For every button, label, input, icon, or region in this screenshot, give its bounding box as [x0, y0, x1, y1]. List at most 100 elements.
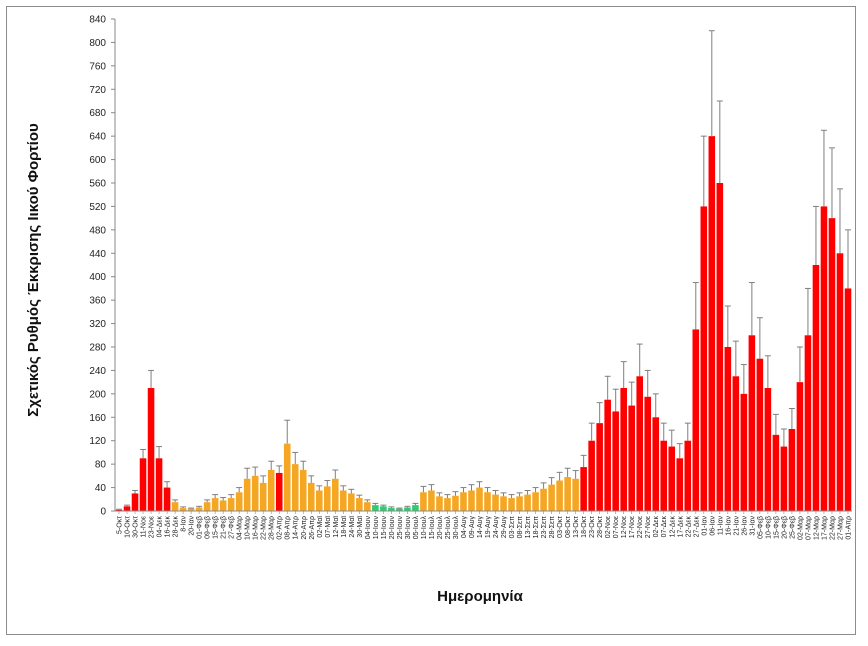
x-tick-label: 22-Νοε: [637, 516, 644, 538]
x-tick-label: 22-Μαρ: [261, 516, 268, 540]
y-axis: 0 40 80 120 160 200 240 280 320 360 400 440 480 520 56…: [89, 15, 116, 518]
bar: [756, 358, 764, 511]
bar: [476, 487, 483, 511]
x-tick-label: 08-Σεπ: [517, 516, 524, 539]
y-tick-label: 200: [89, 389, 106, 400]
x-tick-label: 17-Μαρ: [821, 516, 828, 540]
bar: [564, 477, 571, 511]
x-tick-label: 10-Ιουλ: [421, 516, 428, 540]
bar: [388, 508, 395, 511]
bar: [788, 429, 796, 511]
x-tick-label: 12-Δεκ: [669, 516, 676, 538]
bar: [660, 440, 668, 511]
y-tick-label: 400: [89, 272, 106, 283]
bar: [460, 492, 467, 511]
y-tick-label: 440: [89, 249, 106, 260]
x-tick-label: 21-Ιαν: [733, 516, 740, 536]
x-tick-label: 17-Νοε: [629, 516, 636, 538]
x-tick-label: 09-Αυγ: [469, 516, 476, 539]
y-tick-label: 600: [89, 155, 106, 166]
x-tick-label: 20-Ιουν: [389, 516, 396, 540]
bar: [628, 405, 635, 511]
bar: [412, 505, 419, 511]
x-tick-label: 02-Νοε: [605, 516, 612, 538]
bar: [123, 506, 131, 511]
x-axis: 5-Οκτ 10-Οκτ 30-Οκτ 11-Νοε 23-Νοε 04-Δεκ 16-Δε…: [115, 510, 852, 540]
bar: [275, 472, 283, 511]
x-tick-label: 23-Οκτ: [589, 516, 596, 538]
x-tick-label: 08-Οκτ: [565, 516, 572, 538]
x-tick-label: 30-Ιουν: [405, 516, 412, 540]
y-tick-label: 480: [89, 225, 106, 236]
bar: [796, 382, 804, 511]
bar: [684, 440, 692, 511]
x-tick-label: 16-Δεκ: [165, 516, 172, 538]
x-axis-title: Ημερομηνία: [437, 588, 523, 605]
bar: [556, 480, 563, 511]
x-tick-label: 04-Μαρ: [237, 516, 244, 540]
x-tick-label: 27-Δεκ: [693, 516, 700, 538]
bar: [668, 446, 676, 511]
x-tick-label: 25-Φεβ: [789, 516, 796, 539]
x-tick-label: 19-Αυγ: [485, 516, 492, 539]
bar: [652, 417, 660, 511]
bar: [436, 496, 443, 511]
bar: [179, 508, 187, 511]
bar: [324, 486, 331, 511]
x-tick-label: 04-Ιουν: [365, 516, 372, 540]
y-tick-label: 40: [95, 483, 107, 494]
bar: [251, 475, 259, 511]
x-tick-label: 22-Μαρ: [829, 516, 836, 540]
bar: [235, 492, 243, 511]
y-tick-label: 280: [89, 343, 106, 354]
bar: [700, 206, 708, 511]
x-tick-label: 30-Οκτ: [133, 516, 140, 538]
bar: [267, 470, 275, 511]
bar: [740, 393, 748, 511]
bar: [588, 440, 595, 511]
x-tick-label: 14-Αυγ: [477, 516, 484, 539]
x-tick-label: 29-Αυγ: [501, 516, 508, 539]
x-tick-label: 5-Οκτ: [117, 516, 124, 534]
x-tick-label: 08-Απρ: [285, 516, 292, 540]
x-tick-label: 04-Αυγ: [461, 516, 468, 539]
x-tick-label: 06-Ιαν: [709, 516, 716, 536]
x-tick-label: 18-Οκτ: [581, 516, 588, 538]
x-tick-label: 15-Φεβ: [773, 516, 780, 539]
x-tick-label: 24-Αυγ: [493, 516, 500, 539]
bar: [676, 458, 684, 511]
bar: [532, 492, 539, 511]
y-tick-label: 840: [89, 15, 106, 26]
x-tick-label: 30-Μαϊ: [357, 516, 364, 538]
x-tick-label: 27-Νοε: [645, 516, 652, 538]
y-tick-label: 80: [95, 460, 107, 471]
y-tick-label: 160: [89, 413, 106, 424]
x-tick-label: 10-Οκτ: [125, 516, 132, 538]
bar: [219, 500, 227, 511]
x-tick-label: 02-Μαϊ: [317, 516, 324, 538]
x-tick-label: 31-Ιαν: [749, 516, 756, 536]
bar: [364, 502, 371, 511]
x-tick-label: 22-Δεκ: [685, 516, 692, 538]
bar: [115, 509, 123, 511]
bar: [139, 458, 147, 511]
x-tick-label: 23-Σεπ: [541, 516, 548, 539]
x-tick-label: 14-Απρ: [293, 516, 300, 540]
bar: [540, 488, 547, 511]
x-tick-label: 27-Μαρ: [837, 516, 844, 540]
y-tick-label: 800: [89, 38, 106, 49]
bar: [580, 467, 587, 511]
x-tick-label: 04-Δεκ: [157, 516, 164, 538]
bar: [844, 288, 852, 511]
x-tick-label: 12-Μαρ: [813, 516, 820, 540]
x-tick-label: 05-Φεβ: [757, 516, 764, 539]
bar: [283, 443, 291, 511]
y-tick-label: 520: [89, 202, 106, 213]
bar: [356, 498, 363, 511]
bar: [131, 493, 139, 511]
x-tick-label: 28-Οκτ: [597, 516, 604, 538]
x-tick-label: 20-Απρ: [301, 516, 308, 540]
bar: [500, 496, 507, 511]
bar: [492, 494, 499, 511]
